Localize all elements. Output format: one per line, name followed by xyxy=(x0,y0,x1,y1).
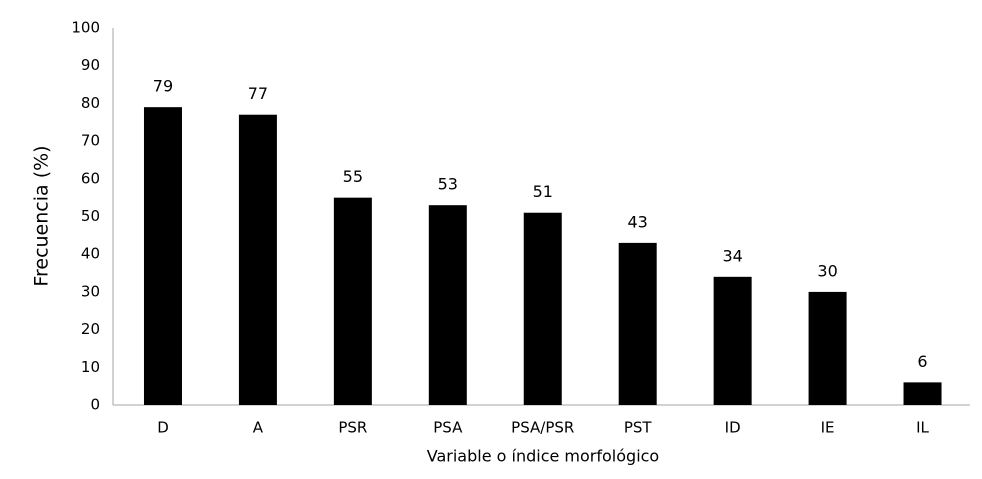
bar xyxy=(238,114,277,406)
data-label: 53 xyxy=(438,175,458,194)
data-label: 43 xyxy=(628,212,648,231)
y-tick-label: 40 xyxy=(81,245,100,263)
x-tick-label: D xyxy=(157,419,169,437)
x-tick-label: PSA/PSR xyxy=(511,419,574,437)
y-tick-label: 0 xyxy=(90,396,100,414)
data-label: 30 xyxy=(817,261,837,280)
data-label: 34 xyxy=(722,246,742,265)
data-label: 55 xyxy=(343,167,363,186)
bar xyxy=(428,205,467,405)
bar xyxy=(808,291,847,405)
y-tick-label: 50 xyxy=(81,207,100,225)
x-tick-label: PSA xyxy=(433,419,463,437)
bar xyxy=(618,242,657,405)
bar xyxy=(143,107,182,406)
bar xyxy=(523,212,562,405)
y-axis-label: Frecuencia (%) xyxy=(31,145,53,286)
x-tick-label: IE xyxy=(821,419,835,437)
y-tick-label: 70 xyxy=(81,132,100,150)
x-tick-label: PST xyxy=(624,419,653,437)
y-tick-label: 90 xyxy=(81,56,100,74)
x-tick-label: IL xyxy=(916,419,929,437)
x-tick-label: A xyxy=(253,419,264,437)
data-label: 51 xyxy=(533,182,553,201)
bar xyxy=(903,382,942,405)
y-tick-label: 20 xyxy=(81,320,100,338)
data-label: 79 xyxy=(153,77,173,96)
data-label: 6 xyxy=(917,352,927,371)
y-tick-label: 100 xyxy=(71,19,100,37)
bar xyxy=(333,197,372,405)
y-tick-label: 60 xyxy=(81,169,100,187)
y-tick-label: 80 xyxy=(81,94,100,112)
x-tick-label: PSR xyxy=(338,419,367,437)
x-tick-label: ID xyxy=(725,419,741,437)
y-tick-label: 30 xyxy=(81,282,100,300)
bar xyxy=(713,276,752,405)
x-axis-label: Variable o índice morfológico xyxy=(427,447,659,466)
y-tick-label: 10 xyxy=(81,358,100,376)
data-label: 77 xyxy=(248,84,268,103)
